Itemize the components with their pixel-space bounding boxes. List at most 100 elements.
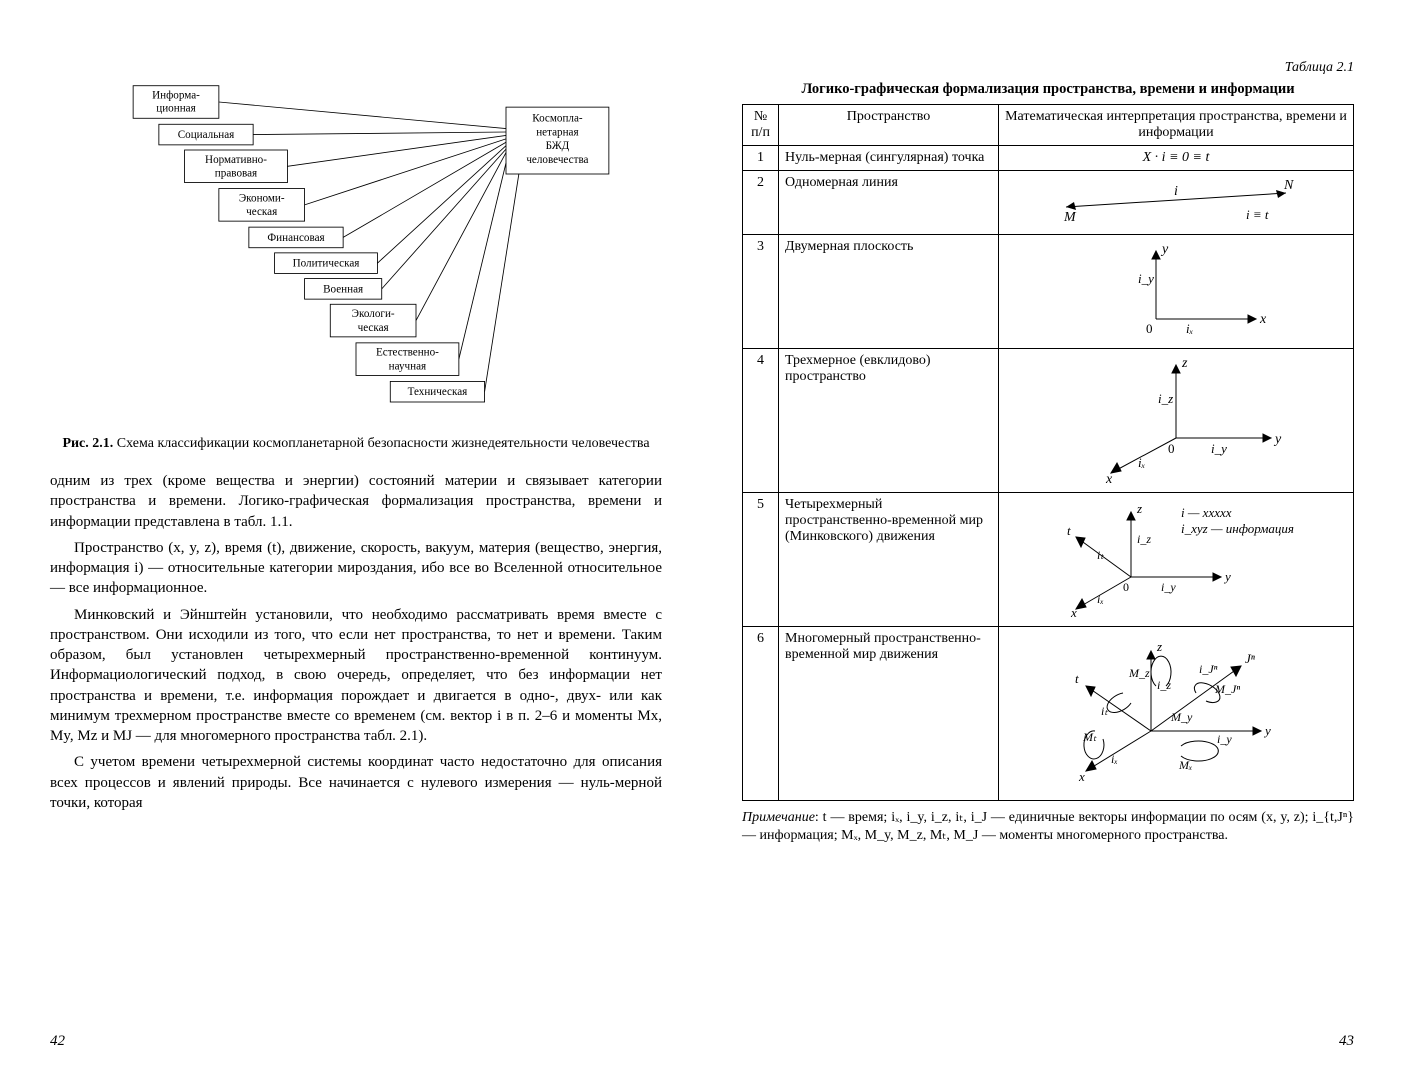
svg-text:x: x (1070, 605, 1077, 617)
svg-text:i — xxxxx: i — xxxxx (1181, 505, 1232, 520)
svg-text:Финансовая: Финансовая (267, 232, 324, 244)
table-2-1: № п/п Пространство Математическая интерп… (742, 104, 1354, 801)
svg-text:Космопла-: Космопла- (532, 113, 583, 125)
col-header-math: Математическая интерпретация пространств… (999, 105, 1354, 146)
svg-text:M: M (1063, 210, 1077, 225)
axes-3d-svg: 0 y z x i_y i_z iₓ (1046, 353, 1306, 483)
page-spread: Космопла- нетарная БЖД человечества Инфо… (0, 0, 1404, 1080)
svg-text:0: 0 (1123, 580, 1129, 594)
cell-space: Двумерная плоскость (779, 235, 999, 349)
svg-text:i_y: i_y (1217, 732, 1232, 746)
note-text: : t — время; iₓ, i_y, i_z, iₜ, i_J — еди… (742, 810, 1354, 843)
axes-nd-svg: y z x t Jⁿ i_y i_z iₓ iₜ i_Jⁿ Mₓ M_y (1031, 631, 1321, 791)
cell-num: 3 (743, 235, 779, 349)
table-header-row: № п/п Пространство Математическая интерп… (743, 105, 1354, 146)
para-2: Пространство (x, y, z), время (t), движе… (50, 538, 662, 599)
line-1d-svg: M N i i ≡ t (1046, 175, 1306, 225)
svg-text:iₜ: iₜ (1097, 548, 1104, 562)
cell-space: Нуль-мерная (сингулярная) точка (779, 146, 999, 171)
svg-text:научная: научная (389, 360, 427, 372)
svg-text:t: t (1067, 523, 1071, 538)
svg-text:iₓ: iₓ (1111, 752, 1118, 766)
page-left: Космопла- нетарная БЖД человечества Инфо… (0, 0, 702, 1080)
svg-text:x: x (1078, 769, 1085, 784)
page-right: Таблица 2.1 Логико-графическая формализа… (702, 0, 1404, 1080)
table-note: Примечание: t — время; iₓ, i_y, i_z, iₜ,… (742, 809, 1354, 845)
classification-diagram: Космопла- нетарная БЖД человечества Инфо… (50, 60, 662, 453)
cell-num: 2 (743, 171, 779, 235)
table-row: 3 Двумерная плоскость 0 x (743, 235, 1354, 349)
svg-text:нетарная: нетарная (536, 126, 578, 138)
svg-text:t: t (1075, 671, 1079, 686)
svg-text:i ≡ t: i ≡ t (1246, 207, 1269, 222)
svg-text:человечества: человечества (526, 154, 588, 166)
svg-text:iₜ: iₜ (1101, 704, 1108, 718)
svg-text:z: z (1136, 501, 1142, 516)
svg-text:Jⁿ: Jⁿ (1245, 651, 1256, 666)
svg-text:z: z (1181, 356, 1188, 371)
figure-label: Рис. 2.1. (62, 436, 113, 451)
figure-caption-text: Схема классификации космопланетарной без… (117, 436, 650, 451)
cell-space: Многомерный пространственно-временной ми… (779, 627, 999, 801)
cell-num: 5 (743, 493, 779, 627)
para-1: одним из трех (кроме вещества и энергии)… (50, 471, 662, 532)
svg-text:Mₜ: Mₜ (1082, 730, 1097, 744)
svg-text:i_y: i_y (1138, 271, 1154, 286)
svg-text:i_z: i_z (1157, 678, 1171, 692)
svg-text:x: x (1259, 312, 1267, 327)
svg-text:N: N (1283, 178, 1294, 193)
col-header-num: № п/п (743, 105, 779, 146)
svg-text:Техническая: Техническая (408, 386, 468, 398)
table-row: 1 Нуль-мерная (сингулярная) точка X · i … (743, 146, 1354, 171)
svg-text:iₓ: iₓ (1097, 592, 1104, 606)
svg-text:0: 0 (1146, 321, 1153, 336)
cell-math: 0 y z x t i_y i_z iₓ iₜ i — xxxxx i_xyz … (999, 493, 1354, 627)
svg-text:Социальная: Социальная (178, 129, 235, 141)
cell-num: 4 (743, 349, 779, 493)
cell-space: Четырехмерный пространственно-временной … (779, 493, 999, 627)
page-number-left: 42 (50, 1033, 65, 1050)
left-body-text: одним из трех (кроме вещества и энергии)… (50, 471, 662, 813)
svg-text:0: 0 (1168, 441, 1175, 456)
table-row: 4 Трехмерное (евклидово) пространство (743, 349, 1354, 493)
formula: X · i ≡ 0 ≡ t (1143, 150, 1210, 165)
table-title: Логико-графическая формализация простран… (742, 80, 1354, 98)
svg-text:i_y: i_y (1161, 580, 1176, 594)
svg-text:M_z: M_z (1128, 666, 1150, 680)
svg-text:Экологи-: Экологи- (352, 308, 395, 320)
para-3: Минковский и Эйнштейн установили, что не… (50, 605, 662, 747)
table-label: Таблица 2.1 (742, 60, 1354, 76)
table-row: 5 Четырехмерный пространственно-временно… (743, 493, 1354, 627)
svg-text:x: x (1105, 472, 1113, 483)
cell-math: 0 y z x i_y i_z iₓ (999, 349, 1354, 493)
note-label: Примечание (742, 810, 815, 825)
svg-text:z: z (1156, 639, 1162, 654)
cell-space: Трехмерное (евклидово) пространство (779, 349, 999, 493)
svg-text:Военная: Военная (323, 283, 363, 295)
svg-text:y: y (1273, 432, 1282, 447)
cell-math: 0 x y iₓ i_y (999, 235, 1354, 349)
axes-2d-svg: 0 x y iₓ i_y (1046, 239, 1306, 339)
diagram-svg: Космопла- нетарная БЖД человечества Инфо… (50, 60, 662, 420)
svg-text:iₓ: iₓ (1138, 455, 1146, 470)
svg-text:y: y (1160, 242, 1169, 257)
cell-math: y z x t Jⁿ i_y i_z iₓ iₜ i_Jⁿ Mₓ M_y (999, 627, 1354, 801)
table-row: 2 Одномерная линия M N i i ≡ t (743, 171, 1354, 235)
svg-text:Нормативно-: Нормативно- (205, 154, 267, 166)
svg-text:i_y: i_y (1211, 441, 1227, 456)
svg-text:БЖД: БЖД (546, 140, 570, 152)
svg-text:ческая: ческая (358, 322, 389, 334)
svg-text:i_z: i_z (1137, 532, 1151, 546)
svg-text:M_Jⁿ: M_Jⁿ (1214, 682, 1240, 696)
svg-text:M_y: M_y (1170, 710, 1193, 724)
para-4: С учетом времени четырехмерной системы к… (50, 752, 662, 813)
col-header-space: Пространство (779, 105, 999, 146)
svg-text:y: y (1263, 723, 1271, 738)
svg-text:iₓ: iₓ (1186, 321, 1194, 336)
cell-math: X · i ≡ 0 ≡ t (999, 146, 1354, 171)
page-number-right: 43 (1339, 1033, 1354, 1050)
svg-text:i_Jⁿ: i_Jⁿ (1199, 662, 1218, 676)
svg-text:Экономи-: Экономи- (239, 192, 285, 204)
svg-text:i_xyz — информация: i_xyz — информация (1181, 521, 1294, 536)
svg-text:Политическая: Политическая (293, 258, 360, 270)
